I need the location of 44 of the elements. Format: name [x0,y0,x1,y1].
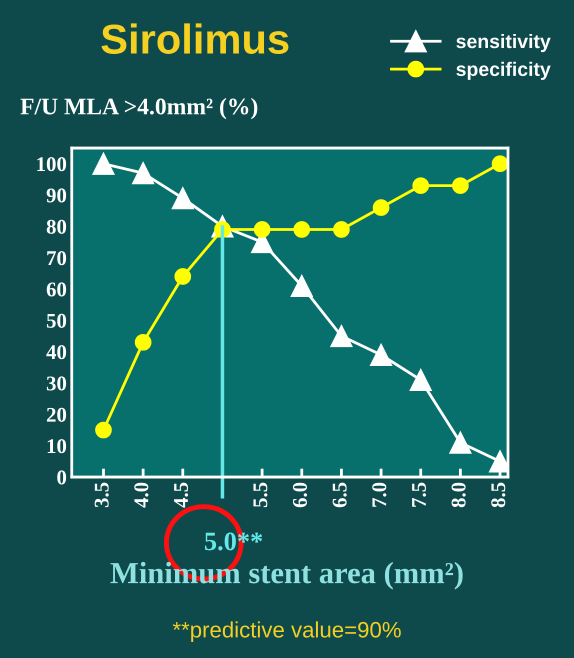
x-tick-label: 7.5 [412,482,426,507]
x-tick-label: 6.0 [292,482,308,508]
y-tick-label: 20 [46,408,66,422]
y-tick-label: 40 [46,345,66,360]
point [330,324,353,348]
point [132,162,154,184]
point [254,221,270,238]
y-tick-label: 10 [48,439,66,454]
x-tick-label: 8.5 [491,482,506,508]
legend-label: sensitivity [456,34,551,52]
y-tick-label: 100 [37,157,66,172]
point [172,187,194,210]
y-tick-label: 0 [57,470,66,484]
y-tick-label: 80 [46,220,66,234]
point [410,368,432,392]
point [452,177,469,194]
point [95,422,112,438]
legend-label: specificity [456,62,551,80]
point [370,344,392,366]
y-tick-label: 60 [46,282,66,296]
x-tick-label: 6.5 [332,482,347,508]
chart-title: Sirolimus [101,23,288,54]
y-tick-label: 90 [46,188,66,202]
y-axis-title: F/U MLA >4.0mm² (%) [20,98,258,120]
x-tick-label: 4.0 [134,482,148,508]
point [333,221,350,238]
point [92,152,115,175]
y-tick-label: 30 [46,376,66,390]
x-tick-label: 3.5 [94,482,109,508]
x-tick-label: 8.0 [452,482,466,508]
point [293,221,310,238]
point [372,199,390,216]
point [134,334,152,351]
x-tick-label: 4.5 [174,482,188,508]
point [449,431,472,454]
point [174,268,192,285]
text: **predictive value=90% [172,621,401,642]
y-tick-label: 70 [47,251,66,266]
point [492,155,508,172]
point [412,177,430,194]
y-tick-label: 50 [46,314,66,328]
x-tick-label: 7.0 [372,482,386,507]
point [290,274,313,298]
x-tick-label: 5.5 [253,482,268,508]
